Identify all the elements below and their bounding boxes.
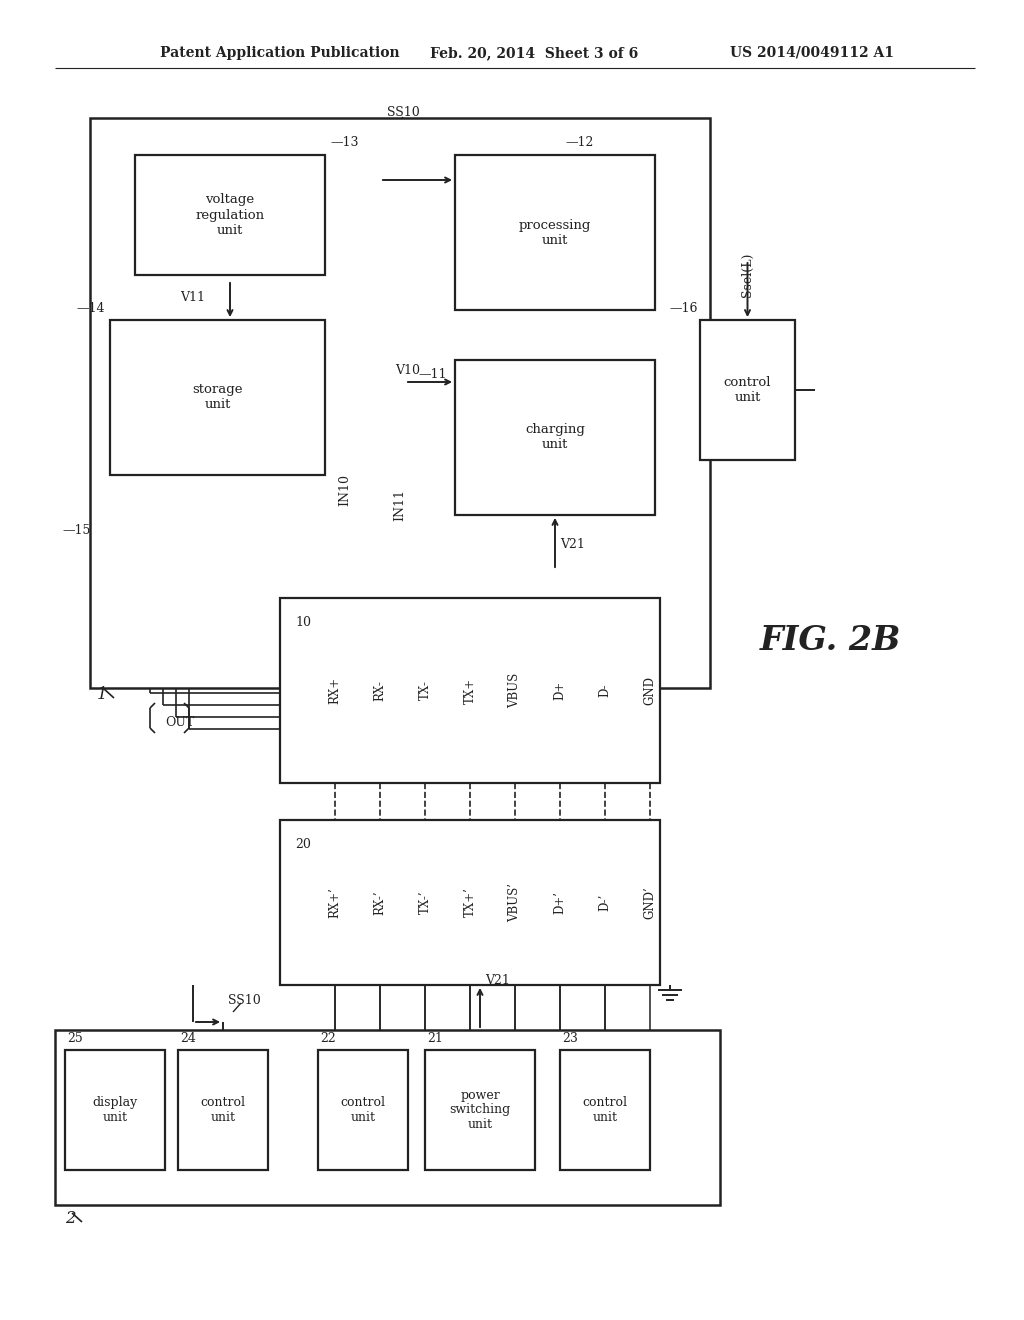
Text: storage
unit: storage unit (193, 384, 243, 412)
Text: TX+’: TX+’ (464, 887, 476, 917)
Bar (65, 1049, 165, 1170)
Text: 20: 20 (295, 838, 311, 851)
Text: 22: 22 (319, 1031, 336, 1044)
Text: OUT: OUT (165, 717, 195, 730)
Text: —12: —12 (565, 136, 593, 149)
Text: control
unit: control unit (201, 1096, 246, 1125)
Text: 2: 2 (65, 1210, 76, 1228)
Text: control
unit: control unit (724, 376, 771, 404)
Bar (455, 154, 655, 310)
Text: RX+: RX+ (329, 677, 341, 704)
Text: Patent Application Publication: Patent Application Publication (160, 46, 399, 59)
Text: GND’: GND’ (643, 886, 656, 919)
Text: —11: —11 (419, 368, 447, 381)
Text: 10: 10 (295, 616, 311, 630)
Text: —13: —13 (330, 136, 358, 149)
Text: 24: 24 (180, 1031, 196, 1044)
Text: 25: 25 (67, 1031, 83, 1044)
Text: RX-: RX- (374, 680, 386, 701)
Text: charging
unit: charging unit (525, 424, 585, 451)
Bar (700, 319, 795, 459)
Bar (318, 1049, 408, 1170)
Text: V21: V21 (560, 539, 585, 552)
Text: D+’: D+’ (554, 891, 566, 913)
Text: D+: D+ (554, 681, 566, 700)
Text: TX-’: TX-’ (419, 891, 431, 915)
Bar (178, 1049, 268, 1170)
Text: V11: V11 (180, 290, 205, 304)
Bar (110, 319, 325, 475)
Text: voltage
regulation
unit: voltage regulation unit (196, 194, 264, 236)
Text: 21: 21 (427, 1031, 442, 1044)
Text: Ssel(L): Ssel(L) (741, 253, 754, 297)
Text: GND: GND (643, 676, 656, 705)
Text: D-’: D-’ (598, 894, 611, 911)
Bar (135, 154, 325, 275)
Text: TX-: TX- (419, 681, 431, 701)
Text: SS10: SS10 (228, 994, 261, 1006)
Text: D-: D- (598, 684, 611, 697)
Text: Feb. 20, 2014  Sheet 3 of 6: Feb. 20, 2014 Sheet 3 of 6 (430, 46, 638, 59)
Text: V21: V21 (485, 974, 510, 986)
Text: display
unit: display unit (92, 1096, 137, 1125)
Text: IN11: IN11 (393, 488, 407, 521)
Text: 1: 1 (97, 686, 108, 704)
Bar (425, 1049, 535, 1170)
Text: V10: V10 (395, 363, 420, 376)
Text: control
unit: control unit (341, 1096, 385, 1125)
Text: 23: 23 (562, 1031, 578, 1044)
Bar (280, 820, 660, 985)
Text: VBUS’: VBUS’ (509, 883, 521, 921)
Bar (455, 360, 655, 515)
Text: SS10: SS10 (387, 107, 420, 120)
Text: IN10: IN10 (339, 474, 351, 506)
Text: —14: —14 (77, 301, 105, 314)
Text: —16: —16 (670, 301, 698, 314)
Text: RX+’: RX+’ (329, 887, 341, 917)
Text: control
unit: control unit (583, 1096, 628, 1125)
Text: processing
unit: processing unit (519, 219, 591, 247)
Text: VBUS: VBUS (509, 673, 521, 708)
Text: RX-’: RX-’ (374, 890, 386, 915)
Bar (55, 1030, 720, 1205)
Text: —15: —15 (62, 524, 91, 536)
Text: power
switching
unit: power switching unit (450, 1089, 511, 1131)
Bar (560, 1049, 650, 1170)
Bar (280, 598, 660, 783)
Bar (90, 117, 710, 688)
Text: FIG. 2B: FIG. 2B (760, 623, 901, 656)
Text: TX+: TX+ (464, 677, 476, 704)
Text: US 2014/0049112 A1: US 2014/0049112 A1 (730, 46, 894, 59)
